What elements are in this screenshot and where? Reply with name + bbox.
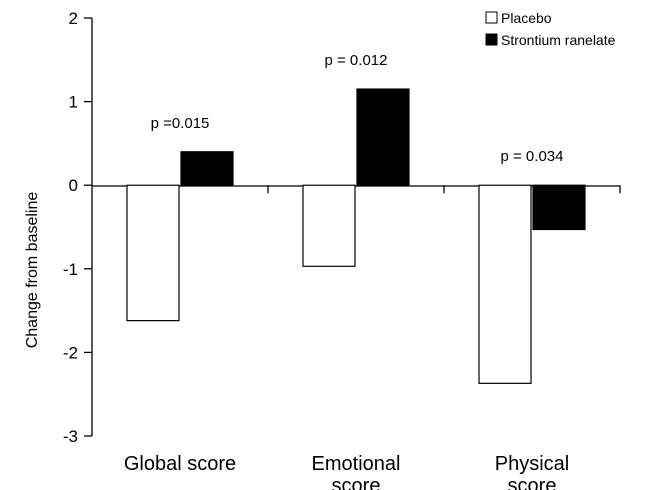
y-tick-label: 1	[69, 93, 78, 112]
legend-swatch-placebo	[485, 11, 498, 24]
legend-label: Strontium ranelate	[501, 32, 616, 48]
category-label: Emotional	[312, 453, 401, 475]
bar-placebo	[478, 184, 532, 384]
legend-swatch-strontium-ranelate	[485, 33, 498, 46]
category-label: score	[508, 475, 557, 490]
category-label: Physical	[495, 453, 569, 475]
p-value-annotations: p =0.015 p = 0.012 p = 0.034	[151, 52, 564, 165]
bar-placebo	[302, 184, 356, 267]
y-axis-label: Change from baseline	[24, 192, 41, 349]
category-label: score	[332, 475, 381, 490]
bars	[126, 88, 586, 384]
bar-strontium-ranelate	[180, 151, 234, 186]
y-tick-label: -1	[63, 260, 78, 279]
p-value-label: p = 0.012	[325, 52, 388, 69]
y-tick-label: -3	[63, 427, 78, 446]
y-tick-label: 2	[69, 9, 78, 28]
bar-strontium-ranelate	[356, 88, 410, 186]
p-value-label: p = 0.034	[501, 148, 564, 165]
bar-placebo	[126, 184, 180, 322]
category-label: Global score	[124, 453, 236, 475]
legend-label: Placebo	[501, 10, 552, 26]
bar-strontium-ranelate	[532, 184, 586, 231]
legend: Placebo Strontium ranelate	[485, 10, 616, 48]
y-ticks: -3 -2 -1 0 1 2	[63, 9, 92, 446]
y-tick-label: 0	[69, 176, 78, 195]
x-ticks	[267, 185, 621, 194]
p-value-label: p =0.015	[151, 115, 210, 132]
y-tick-label: -2	[63, 343, 78, 362]
